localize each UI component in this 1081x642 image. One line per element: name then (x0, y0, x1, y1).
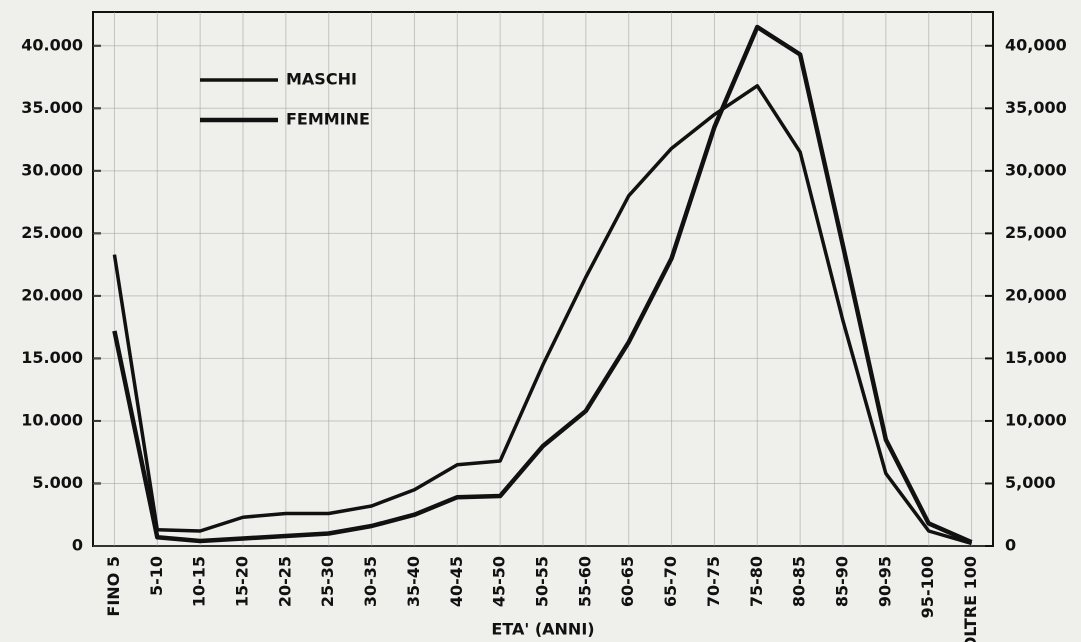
y-tick-label: 35.000 (21, 98, 83, 117)
x-tick-label: 90-95 (875, 556, 894, 607)
x-tick-label: 75-80 (747, 556, 766, 607)
x-tick-label: 35-40 (404, 556, 423, 607)
x-tick-label: 55-60 (575, 556, 594, 607)
legend-label: FEMMINE (286, 110, 370, 129)
y2-tick-label: 20,000 (1005, 285, 1067, 304)
y-tick-label: 25.000 (21, 223, 83, 242)
y-tick-label: 15.000 (21, 348, 83, 367)
y2-tick-label: 15,000 (1005, 348, 1067, 367)
y-tick-label: 0 (72, 536, 83, 555)
series-line (112, 24, 973, 545)
y2-tick-label: 0 (1005, 536, 1016, 555)
x-tick-label: 60-65 (618, 556, 637, 607)
y-tick-label: 5.000 (32, 473, 83, 492)
x-tick-label: 65-70 (661, 556, 680, 607)
legend-label: MASCHI (286, 70, 357, 89)
x-tick-label: 20-25 (275, 556, 294, 607)
x-tick-label: 80-85 (790, 556, 809, 607)
y2-tick-label: 40,000 (1005, 35, 1067, 54)
y2-tick-label: 35,000 (1005, 98, 1067, 117)
x-tick-label: 45-50 (490, 556, 509, 607)
y-tick-label: 40.000 (21, 35, 83, 54)
y2-tick-label: 5,000 (1005, 473, 1056, 492)
x-tick-label: 30-35 (361, 556, 380, 607)
y2-tick-label: 25,000 (1005, 223, 1067, 242)
x-tick-label: 95-100 (918, 556, 937, 618)
x-tick-label: 5-10 (147, 556, 166, 596)
x-tick-label: 85-90 (833, 556, 852, 607)
y-tick-label: 10.000 (21, 410, 83, 429)
x-tick-label: 50-55 (533, 556, 552, 607)
y2-tick-label: 30,000 (1005, 160, 1067, 179)
series-line (112, 84, 973, 546)
x-tick-label: 70-75 (704, 556, 723, 607)
x-tick-label: 15-20 (233, 556, 252, 607)
y-tick-label: 20.000 (21, 285, 83, 304)
x-tick-label: 40-45 (447, 556, 466, 607)
x-tick-label: 10-15 (190, 556, 209, 607)
x-tick-label: 25-30 (318, 556, 337, 607)
x-axis-label: ETA' (ANNI) (491, 620, 594, 639)
y2-tick-label: 10,000 (1005, 410, 1067, 429)
y-tick-label: 30.000 (21, 160, 83, 179)
x-tick-label: OLTRE 100 (961, 556, 980, 642)
x-tick-label: FINO 5 (104, 556, 123, 617)
